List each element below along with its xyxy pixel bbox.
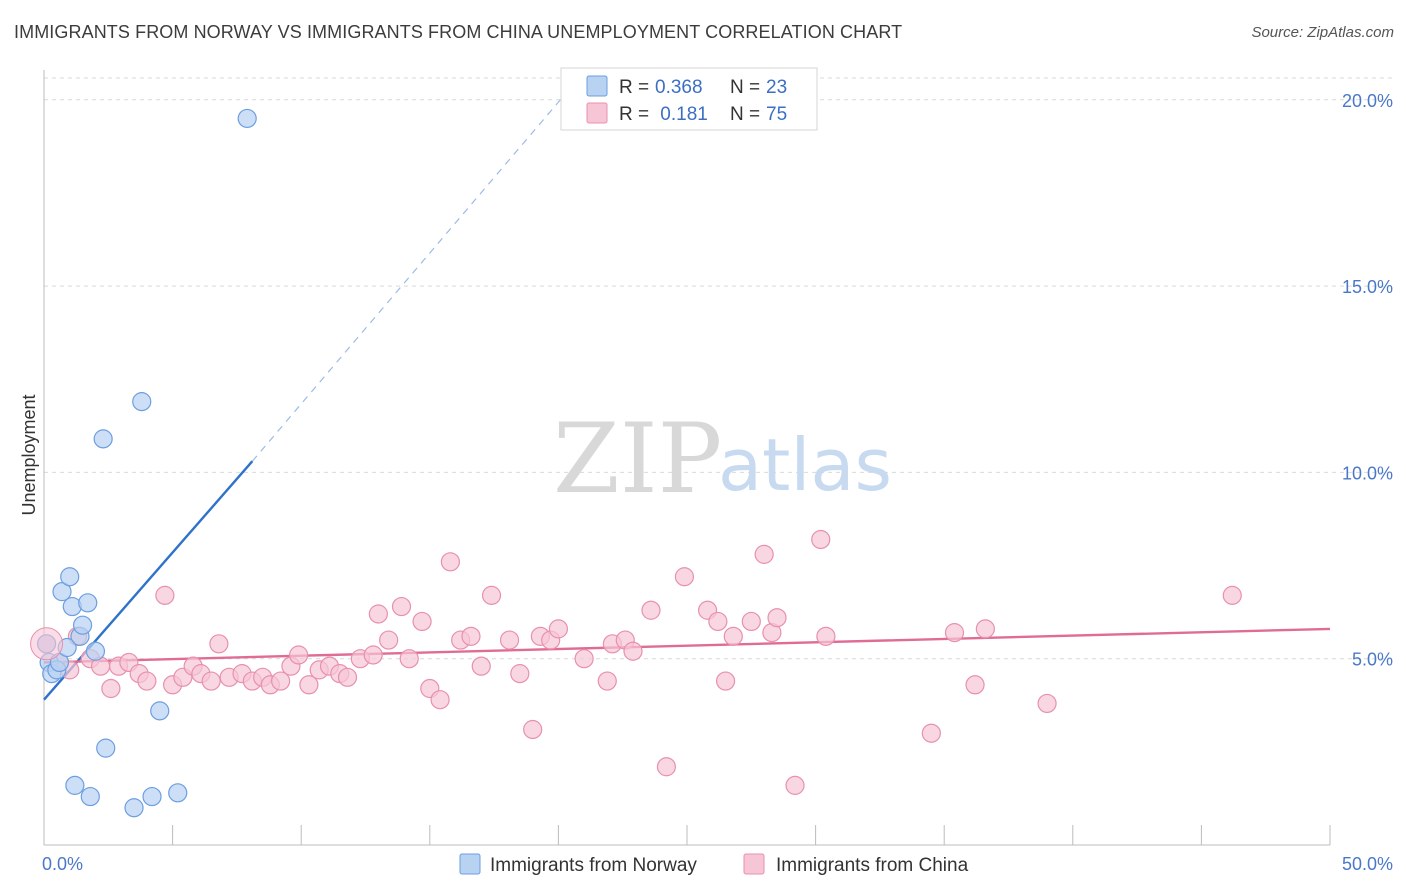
china-point: [741, 611, 761, 632]
china-point: [641, 600, 661, 620]
china-point: [597, 671, 617, 691]
china-point: [674, 567, 695, 587]
china-point: [137, 671, 157, 691]
norway-point: [93, 429, 113, 449]
norway-point: [150, 701, 170, 721]
china-point: [461, 626, 481, 646]
china-point: [299, 675, 319, 695]
grid-layer: [44, 77, 1392, 660]
china-point: [723, 626, 743, 646]
legend-norway-r-value: 0.368: [655, 77, 703, 98]
series-legend: Immigrants from Norway Immigrants from C…: [459, 853, 969, 876]
norway-trend-extension: [251, 95, 565, 462]
axis-layer: 5.0% 10.0% 15.0% 20.0% 0.0% 50.0%: [42, 70, 1393, 874]
china-point: [548, 619, 569, 639]
china-point: [975, 619, 995, 639]
norway-point: [78, 593, 98, 613]
series-legend-china: Immigrants from China: [776, 855, 969, 876]
china-point: [440, 552, 460, 572]
norway-point: [96, 738, 116, 758]
x-tick-label-min: 0.0%: [42, 854, 83, 874]
china-point: [471, 656, 491, 676]
legend-china-r-value: 0.181: [655, 104, 708, 125]
norway-point: [52, 582, 72, 602]
watermark-zip: ZIP: [553, 403, 722, 515]
norway-point: [72, 615, 93, 635]
china-point-cluster: [30, 627, 64, 661]
china-point: [379, 630, 399, 650]
china-point: [715, 671, 736, 691]
china-point: [209, 634, 229, 654]
norway-point: [168, 783, 188, 803]
trend-layer: [43, 95, 1331, 701]
legend-norway-n-label: N =: [730, 77, 760, 98]
china-point: [1037, 693, 1057, 714]
norway-point: [124, 798, 144, 818]
china-point: [1222, 585, 1242, 605]
norway-point: [80, 786, 100, 807]
legend-china-n-label: N =: [730, 104, 760, 125]
china-point: [656, 757, 677, 777]
china-point: [816, 626, 836, 646]
china-point: [921, 723, 941, 743]
china-point: [523, 719, 543, 740]
norway-trend-line: [43, 460, 254, 701]
chart-title: IMMIGRANTS FROM NORWAY VS IMMIGRANTS FRO…: [14, 22, 903, 42]
series-legend-swatch-norway: [459, 853, 481, 875]
watermark: ZIP atlas: [553, 403, 892, 515]
china-point: [412, 611, 432, 632]
china-point: [754, 544, 774, 564]
legend-norway-n-value: 23: [766, 77, 787, 98]
legend-swatch-norway: [586, 75, 608, 97]
china-point: [101, 678, 121, 699]
legend-norway-r-label: R =: [619, 77, 649, 98]
china-point: [289, 645, 309, 665]
china-point: [399, 649, 419, 669]
china-point: [767, 608, 787, 628]
china-point: [510, 664, 530, 684]
china-point: [481, 585, 502, 605]
watermark-atlas: atlas: [718, 423, 892, 507]
norway-point: [237, 108, 257, 129]
china-point: [363, 645, 383, 665]
source-label: Source: ZipAtlas.com: [1251, 24, 1394, 41]
norway-point: [132, 392, 152, 412]
legend-swatch-china: [586, 102, 608, 124]
legend-china-n-value: 75: [766, 104, 787, 125]
x-tick-label-max: 50.0%: [1342, 854, 1393, 874]
china-point: [965, 675, 985, 695]
china-point: [155, 585, 175, 605]
y-tick-label: 10.0%: [1342, 463, 1393, 483]
china-point: [430, 690, 450, 710]
china-point: [391, 596, 412, 617]
points-layer: [30, 108, 1242, 818]
norway-point: [60, 567, 80, 587]
china-point: [623, 641, 643, 661]
correlation-legend: R = 0.368 N = 23 R = 0.181 N = 75: [560, 67, 818, 131]
y-axis-label: Unemployment: [19, 394, 39, 515]
china-point: [811, 529, 831, 550]
china-trend-line: [43, 627, 1331, 664]
china-point: [368, 604, 388, 624]
china-point: [499, 630, 520, 650]
china-point: [337, 667, 358, 687]
china-point: [574, 649, 594, 669]
china-point: [708, 611, 728, 632]
series-legend-norway: Immigrants from Norway: [490, 855, 697, 876]
legend-china-r-label: R =: [619, 104, 649, 125]
y-tick-label: 5.0%: [1352, 650, 1393, 670]
y-tick-label: 20.0%: [1342, 91, 1393, 111]
china-point: [201, 671, 221, 691]
china-point: [785, 775, 805, 795]
series-legend-swatch-china: [743, 853, 765, 875]
china-point: [944, 623, 965, 643]
norway-point: [85, 641, 106, 661]
norway-point: [65, 775, 85, 795]
china-point: [271, 671, 291, 691]
norway-point: [142, 786, 162, 807]
y-tick-label: 15.0%: [1342, 277, 1393, 297]
